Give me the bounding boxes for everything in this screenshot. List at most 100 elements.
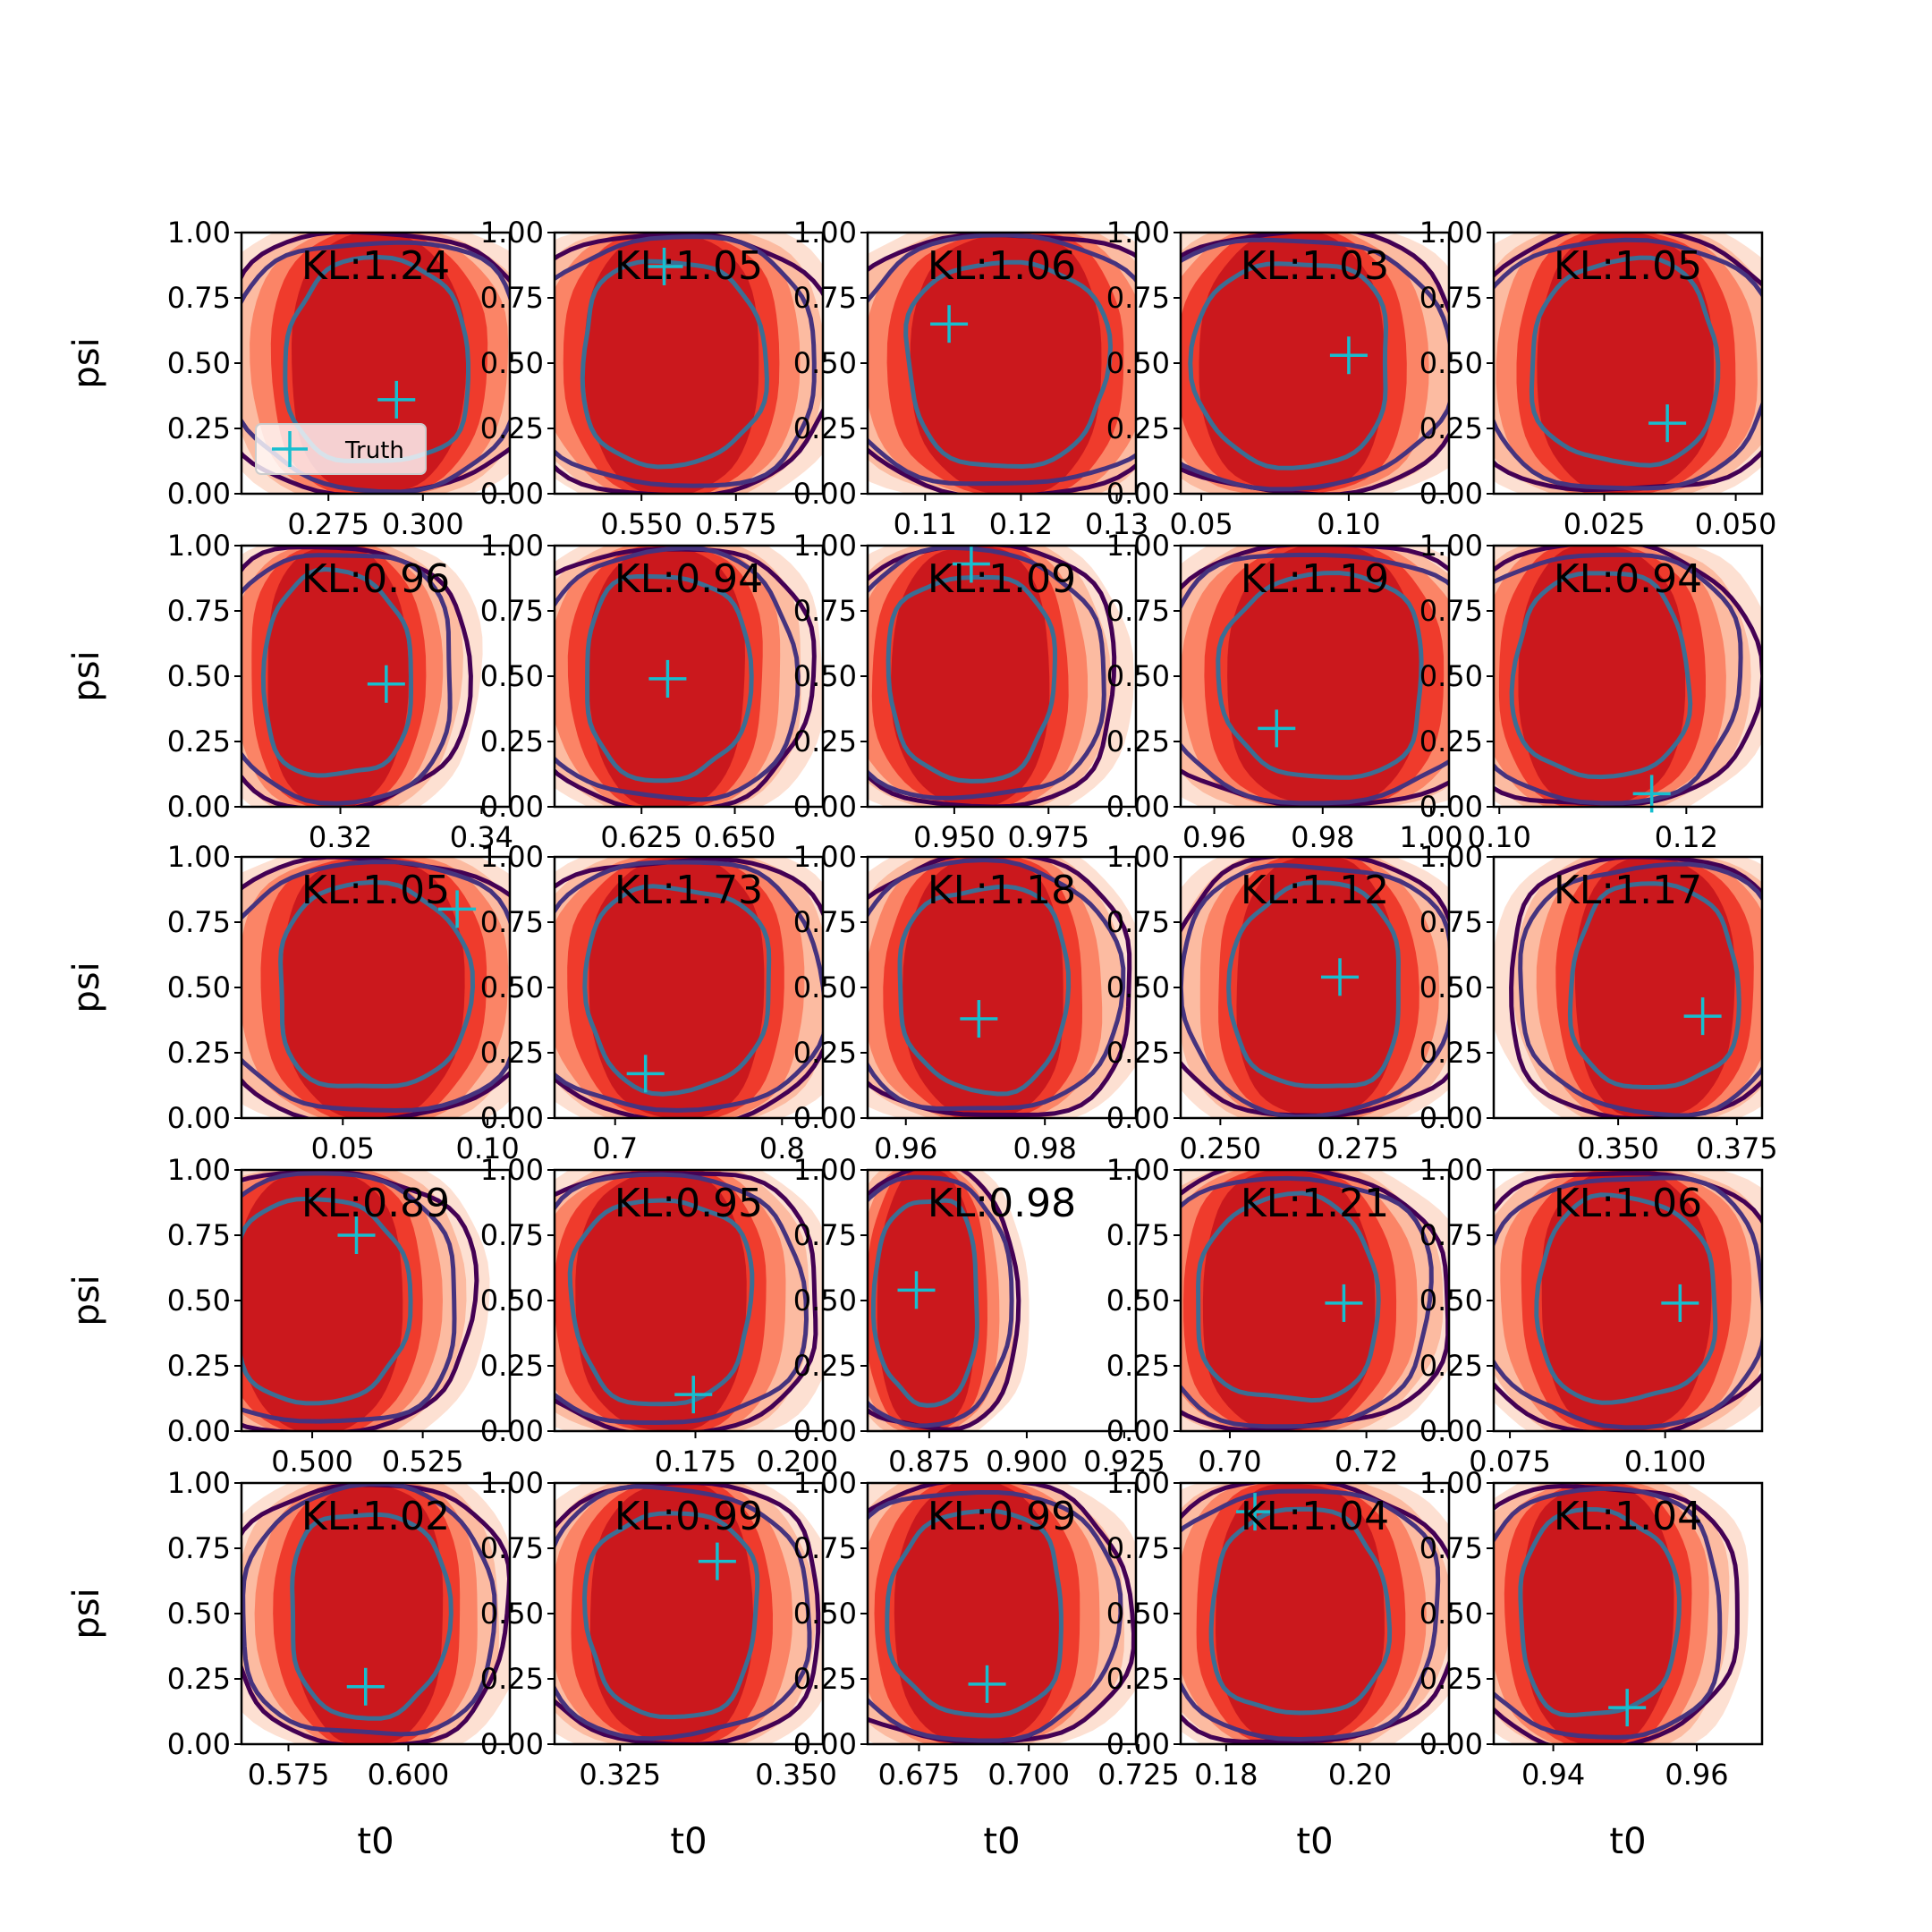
contour-outer [1494,1483,1740,1744]
y-tick-label: 0.75 [480,1531,544,1565]
y-tick-label: 1.00 [793,216,857,250]
panel-plot-area [1494,1483,1749,1744]
contour-inner [1509,571,1693,780]
y-tick-label: 0.25 [1419,411,1483,445]
legend-box [255,423,427,475]
y-tick-label: 1.00 [793,1153,857,1187]
contour-outer [555,1483,821,1744]
density-fill-core [267,547,409,807]
kl-annotation: KL:1.17 [1554,868,1702,913]
y-tick-label: 0.00 [480,1101,544,1135]
x-tick-label: 0.725 [1097,1758,1180,1792]
contour-mid [1181,1488,1441,1742]
kl-annotation: KL:1.05 [1554,243,1702,289]
y-tick-label: 0.00 [480,1414,544,1448]
panel-8: 0.00 0.25 0.50 0.75 1.00 0.950 0.975 KL:1.09 [793,529,1138,854]
y-tick-label: 0.75 [167,281,231,315]
y-tick-label: 0.50 [480,970,544,1004]
x-tick-label: 0.10 [1317,507,1380,541]
density-fill-core [1202,1170,1376,1431]
y-tick-label: 0.25 [793,1036,857,1070]
panel-6: 0.00 0.25 0.50 0.75 1.00 0.32 0.34 KL:0.96 psi [66,529,513,854]
density-fill-core [282,859,465,1118]
panel-plot-area [242,546,483,807]
y-tick-label: 0.75 [1419,281,1483,315]
panel-12: 0.00 0.25 0.50 0.75 1.00 0.7 0.8 KL:1.73 [480,840,825,1165]
y-tick-label: 0.50 [1419,659,1483,693]
y-tick-label: 0.00 [1419,477,1483,511]
y-tick-label: 0.00 [1106,790,1170,824]
y-tick-label: 0.25 [1419,1036,1483,1070]
x-axis-label: t0 [1609,1821,1646,1862]
contour-mid [1494,1486,1723,1740]
contour-outer [555,1171,818,1431]
y-tick-label: 0.75 [1419,594,1483,628]
y-tick-label: 0.50 [1419,970,1483,1004]
y-tick-label: 0.00 [793,1414,857,1448]
x-tick-label: 0.18 [1194,1758,1258,1792]
density-fill-core [1574,857,1735,1118]
y-tick-label: 1.00 [167,840,231,874]
contour-outer [1181,546,1449,807]
y-tick-label: 1.00 [1106,216,1170,250]
y-tick-label: 1.00 [480,1466,544,1500]
density-fill-core [1522,1484,1674,1744]
panel-21: 0.00 0.25 0.50 0.75 1.00 0.575 0.600 KL:1.02 psi… [66,1466,512,1862]
panel-plot-area [1494,1170,1762,1431]
x-tick-label: 0.975 [1007,820,1089,854]
x-tick-label: 0.625 [600,820,682,854]
y-tick-label: 0.50 [1106,1597,1170,1631]
y-axis-label: psi [66,1275,107,1326]
y-tick-label: 1.00 [480,216,544,250]
x-tick-label: 0.575 [695,507,777,541]
y-tick-label: 0.50 [1106,659,1170,693]
y-tick-label: 0.00 [167,1414,231,1448]
y-tick-label: 0.50 [1419,1284,1483,1318]
contour-outer [242,1483,510,1744]
x-tick-label: 0.275 [1318,1131,1400,1165]
y-tick-label: 0.25 [480,411,544,445]
density-fill-core [1236,857,1400,1117]
panel-7: 0.00 0.25 0.50 0.75 1.00 0.625 0.650 KL:0.94 [480,529,825,854]
y-tick-label: 0.75 [167,905,231,939]
contour-mid [1518,861,1762,1118]
density-fill-core [292,1484,444,1744]
x-tick-label: 0.8 [759,1131,805,1165]
panel-plot-area [555,1170,823,1431]
y-tick-label: 0.75 [1106,594,1170,628]
x-tick-label: 0.650 [694,820,776,854]
contour-mid [1494,552,1743,806]
x-tick-label: 0.500 [271,1445,353,1479]
y-tick-label: 0.50 [793,346,857,380]
density-fill-core [1199,233,1385,492]
x-axis-label: t0 [1296,1821,1333,1862]
contour-inner [1567,881,1741,1090]
contour-mid [1181,1175,1434,1429]
panel-23: 0.00 0.25 0.50 0.75 1.00 0.675 0.700 0.725 KL:0.… [793,1466,1180,1862]
density-fill-core [1216,1484,1385,1744]
x-tick-label: 0.875 [888,1445,970,1479]
panel-plot-area [1181,233,1449,494]
kl-annotation: KL:1.12 [1241,868,1389,913]
panel-19: 0.00 0.25 0.50 0.75 1.00 0.70 0.72 KL:1.21 [1106,1153,1451,1479]
x-tick-label: 0.05 [1169,507,1233,541]
x-tick-label: 0.34 [450,820,513,854]
y-tick-label: 0.75 [480,281,544,315]
contour-outer [555,547,817,807]
density-fill-core [891,547,1050,807]
y-tick-label: 0.50 [1106,970,1170,1004]
panel-1: 0.00 0.25 0.50 0.75 1.00 0.275 0.300 KL:1.24 psi… [66,216,512,541]
panel-11: 0.00 0.25 0.50 0.75 1.00 0.05 0.10 KL:1.05 psi [66,840,520,1165]
kl-annotation: KL:1.09 [928,556,1076,602]
kl-annotation: KL:0.96 [301,556,450,602]
density-fill-core [910,233,1102,494]
y-tick-label: 0.00 [1419,1101,1483,1135]
panel-plot-area [1181,857,1449,1118]
y-tick-label: 0.75 [793,1218,857,1252]
contour-mid [868,1490,1123,1743]
contour-inner [567,1198,755,1407]
panel-plot-area [868,233,1136,494]
panel-plot-area [242,1170,490,1431]
kl-annotation: KL:1.06 [1554,1181,1702,1226]
contour-mid [1494,1175,1762,1430]
